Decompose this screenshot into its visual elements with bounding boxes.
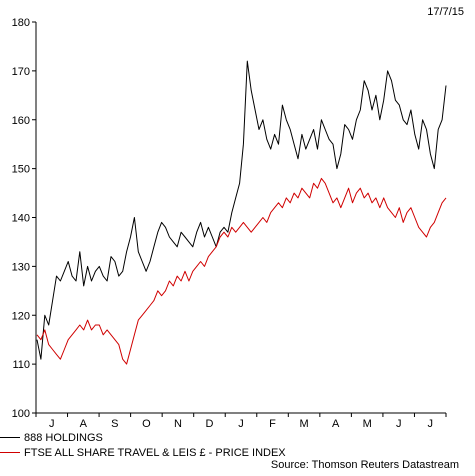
legend-swatch-888 bbox=[0, 437, 20, 438]
x-tick-label: J bbox=[427, 418, 433, 430]
series-line-888-holdings bbox=[36, 60, 447, 360]
legend-label-ftse: FTSE ALL SHARE TRAVEL & LEIS £ - PRICE I… bbox=[24, 446, 286, 459]
source-note: Source: Thomson Reuters Datastream bbox=[270, 459, 459, 471]
y-tick-label: 150 bbox=[12, 164, 30, 176]
legend-swatch-ftse bbox=[0, 452, 20, 453]
x-tick-label: D bbox=[205, 418, 213, 430]
y-tick-label: 130 bbox=[12, 261, 30, 273]
series-lines bbox=[36, 60, 447, 365]
legend: 888 HOLDINGS FTSE ALL SHARE TRAVEL & LEI… bbox=[0, 430, 286, 460]
y-tick-label: 140 bbox=[12, 213, 30, 225]
y-tick-label: 170 bbox=[12, 66, 30, 78]
x-tick-label: A bbox=[332, 418, 340, 430]
legend-item-ftse: FTSE ALL SHARE TRAVEL & LEIS £ - PRICE I… bbox=[0, 445, 286, 460]
chart-date: 17/7/15 bbox=[427, 6, 464, 18]
x-tick-label: M bbox=[363, 418, 372, 430]
axes bbox=[35, 22, 446, 414]
series-line-ftse-travel-leisure bbox=[36, 177, 447, 365]
legend-label-888: 888 HOLDINGS bbox=[24, 431, 103, 444]
legend-item-888: 888 HOLDINGS bbox=[0, 430, 286, 445]
x-tick-label: M bbox=[299, 418, 308, 430]
y-tick-label: 180 bbox=[12, 17, 30, 29]
y-tick-label: 100 bbox=[12, 408, 30, 420]
y-tick-label: 110 bbox=[12, 359, 30, 371]
y-tick-label: 120 bbox=[12, 310, 30, 322]
x-tick-label: A bbox=[80, 418, 88, 430]
x-tick-label: J bbox=[49, 418, 55, 430]
x-tick-label: N bbox=[174, 418, 182, 430]
x-tick-label: F bbox=[269, 418, 276, 430]
x-tick-label: O bbox=[142, 418, 151, 430]
x-tick-label: S bbox=[111, 418, 118, 430]
y-axis-ticks: 100 110 120 130 140 150 160 170 180 bbox=[12, 17, 36, 420]
x-tick-label: J bbox=[238, 418, 244, 430]
x-tick-label: J bbox=[396, 418, 402, 430]
y-tick-label: 160 bbox=[12, 115, 30, 127]
